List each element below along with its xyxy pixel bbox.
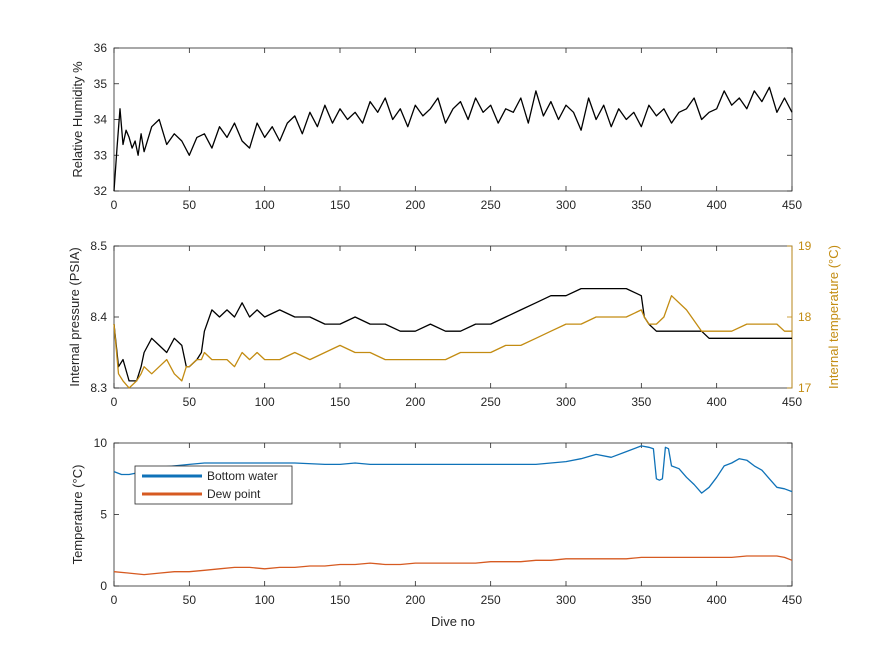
pressure-plot-area	[113, 287, 792, 389]
x-tick-label: 300	[556, 198, 576, 212]
x-tick-label: 0	[111, 395, 118, 409]
x-tick-label: 300	[556, 593, 576, 607]
y-tick-label: 8.4	[90, 310, 107, 324]
x-tick-label: 300	[556, 395, 576, 409]
dew-point-line	[113, 555, 793, 576]
x-tick-label: 50	[183, 593, 197, 607]
x-tick-label: 350	[631, 395, 651, 409]
pressure-y-ticks: 8.3 8.4 8.5	[90, 239, 119, 395]
y2-tick-label: 18	[798, 310, 812, 324]
x-tick-label: 150	[330, 395, 350, 409]
x-tick-label: 150	[330, 593, 350, 607]
x-tick-label: 50	[183, 395, 197, 409]
y-tick-label: 36	[94, 41, 108, 55]
y2-tick-label: 17	[798, 381, 812, 395]
x-tick-label: 200	[405, 593, 425, 607]
x-tick-label: 0	[111, 198, 118, 212]
humidity-x-ticks: 0 50 100 150 200 250 300 350 400 450	[111, 48, 802, 212]
pressure-panel: 0 50 100 150 200 250 300 350 400 450 8.3 8.4 8.5 17…	[67, 239, 841, 409]
y-tick-label: 8.3	[90, 381, 107, 395]
y-tick-label: 10	[94, 436, 108, 450]
humidity-axes-box	[113, 47, 793, 192]
x-tick-label: 250	[481, 593, 501, 607]
x-tick-label: 100	[255, 593, 275, 607]
temperature-right-y-ticks: 17 18 19	[787, 239, 812, 395]
x-tick-label: 150	[330, 198, 350, 212]
x-tick-label: 350	[631, 593, 651, 607]
y-tick-label: 35	[94, 77, 108, 91]
x-tick-label: 250	[481, 198, 501, 212]
y-tick-label: 5	[100, 508, 107, 522]
x-tick-label: 450	[782, 593, 802, 607]
x-tick-label: 450	[782, 395, 802, 409]
y-tick-label: 8.5	[90, 239, 107, 253]
x-tick-label: 450	[782, 198, 802, 212]
y-tick-label: 33	[94, 148, 108, 162]
bottom-water-line	[113, 445, 793, 494]
x-tick-label: 100	[255, 198, 275, 212]
x-tick-label: 50	[183, 198, 197, 212]
temperature-y-ticks: 0 5 10	[94, 436, 792, 593]
temperature-legend: Bottom water Dew point	[134, 465, 293, 505]
x-tick-label: 200	[405, 198, 425, 212]
pressure-y-axis-label: Internal pressure (PSIA)	[67, 247, 82, 386]
pressure-x-ticks: 0 50 100 150 200 250 300 350 400 450	[111, 246, 802, 409]
temperature-x-ticks: 0 50 100 150 200 250 300 350 400 450	[111, 443, 802, 607]
pressure-axes-box	[113, 245, 793, 389]
y-tick-label: 0	[100, 579, 107, 593]
y2-tick-label: 19	[798, 239, 812, 253]
series-0-line	[113, 287, 792, 382]
temperature-plot-area	[113, 445, 793, 576]
x-axis-label: Dive no	[431, 614, 475, 629]
x-tick-label: 200	[405, 395, 425, 409]
legend-bottom-water-label: Bottom water	[207, 469, 278, 483]
x-tick-label: 100	[255, 395, 275, 409]
x-tick-label: 400	[707, 395, 727, 409]
y-tick-label: 32	[94, 184, 108, 198]
temperature-right-y-axis-label: Internal temperature (°C)	[826, 245, 841, 389]
legend-box	[134, 465, 293, 505]
humidity-plot-area	[113, 86, 793, 192]
x-tick-label: 350	[631, 198, 651, 212]
legend-dew-point-label: Dew point	[207, 487, 261, 501]
series-0-line	[113, 86, 793, 192]
y-tick-label: 34	[94, 113, 108, 127]
humidity-y-axis-label: Relative Humidity %	[70, 61, 85, 178]
humidity-y-ticks: 32 33 34 35 36	[94, 41, 792, 198]
temperature-y-axis-label: Temperature (°C)	[70, 465, 85, 565]
x-tick-label: 400	[707, 593, 727, 607]
series-1-line	[113, 295, 792, 389]
x-tick-label: 250	[481, 395, 501, 409]
x-tick-label: 0	[111, 593, 118, 607]
x-tick-label: 400	[707, 198, 727, 212]
temperature-panel: 0 50 100 150 200 250 300 350 400 450 0 5 10 Tempera…	[70, 436, 802, 607]
humidity-panel: 0 50 100 150 200 250 300 350 400 450 32 33 34 35 36 R…	[70, 41, 802, 212]
